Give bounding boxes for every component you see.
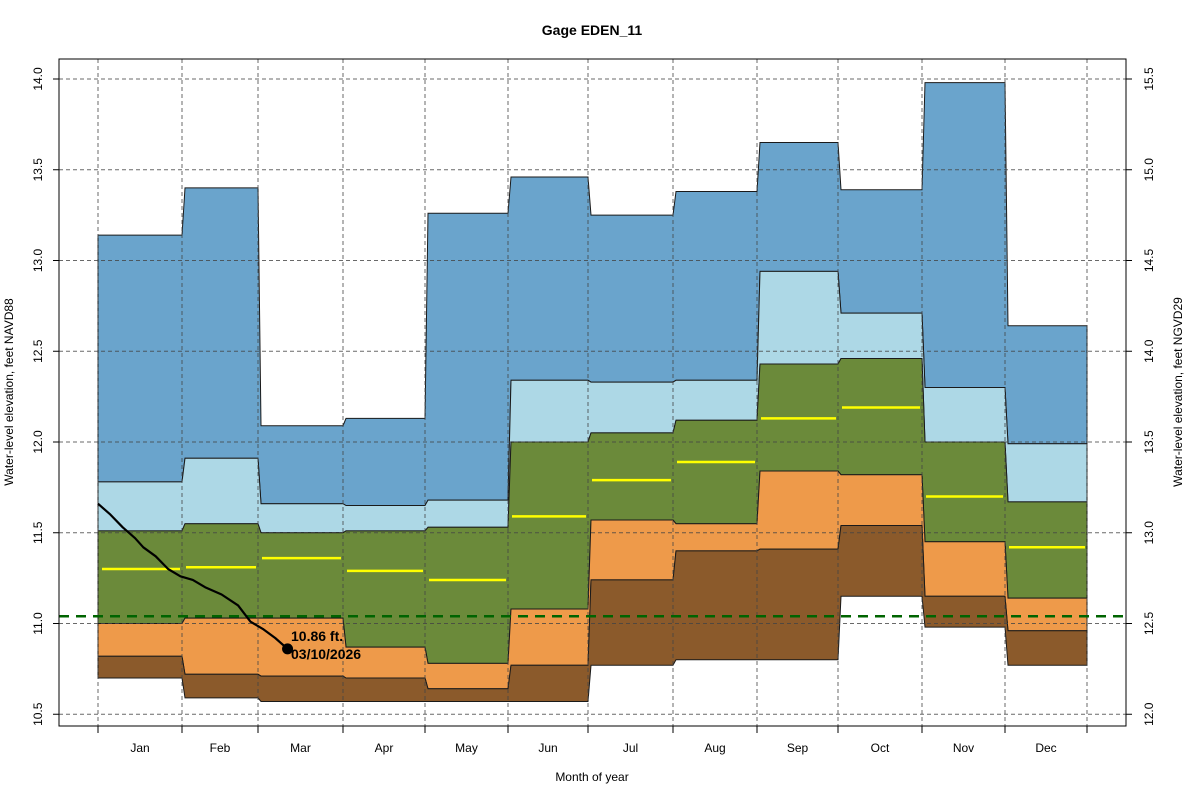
x-axis-title: Month of year: [555, 770, 628, 784]
x-tick-label-jan: Jan: [130, 741, 149, 755]
y-tick-label-right: 12.0: [1142, 702, 1156, 726]
x-tick-label-sep: Sep: [787, 741, 809, 755]
y-axis-title-right: Water-level elevation, feet NGVD29: [1171, 297, 1185, 487]
y-axis-title-left: Water-level elevation, feet NAVD88: [2, 298, 16, 486]
y-tick-label-left: 12.0: [31, 430, 45, 454]
y-tick-label-right: 15.5: [1142, 67, 1156, 91]
y-tick-label-left: 11.0: [31, 612, 45, 635]
x-tick-label-apr: Apr: [375, 741, 394, 755]
x-tick-label-feb: Feb: [210, 741, 231, 755]
y-tick-label-right: 14.5: [1142, 248, 1156, 272]
y-tick-label-right: 13.0: [1142, 521, 1156, 545]
x-tick-label-nov: Nov: [953, 741, 974, 755]
bands-layer: [97, 82, 1088, 702]
current-date-label: 03/10/2026: [291, 646, 361, 662]
x-tick-label-dec: Dec: [1035, 741, 1056, 755]
current-water-level-point: [282, 643, 294, 655]
current-value-label: 10.86 ft.: [291, 628, 343, 644]
x-tick-label-may: May: [455, 741, 478, 755]
y-tick-label-left: 12.5: [31, 339, 45, 363]
x-tick-label-jun: Jun: [538, 741, 557, 755]
plot-frame: [58, 58, 1127, 727]
y-tick-label-left: 13.5: [31, 158, 45, 182]
x-tick-label-mar: Mar: [290, 741, 311, 755]
x-tick-label-jul: Jul: [623, 741, 638, 755]
axes-layer: 10.5 11.0 11.5 12.0 12.5 13.0 13.5 14.0 12.0 12.5…: [31, 67, 1156, 755]
y-tick-label-left: 13.0: [31, 248, 45, 272]
grid-layer: [59, 59, 1126, 726]
y-tick-label-left: 11.5: [31, 521, 45, 544]
x-tick-label-oct: Oct: [871, 741, 890, 755]
current-water-level-line: [97, 502, 289, 650]
y-tick-label-right: 12.5: [1142, 611, 1156, 635]
y-tick-label-right: 14.0: [1142, 339, 1156, 363]
y-tick-label-right: 15.0: [1142, 158, 1156, 182]
y-tick-label-left: 10.5: [31, 702, 45, 726]
y-tick-label-right: 13.5: [1142, 430, 1156, 454]
x-tick-label-aug: Aug: [704, 741, 725, 755]
chart-title: Gage EDEN_11: [542, 22, 643, 38]
band-p10-min: [97, 525, 1088, 702]
current-trace-layer: [97, 502, 294, 655]
y-tick-label-left: 14.0: [31, 67, 45, 91]
